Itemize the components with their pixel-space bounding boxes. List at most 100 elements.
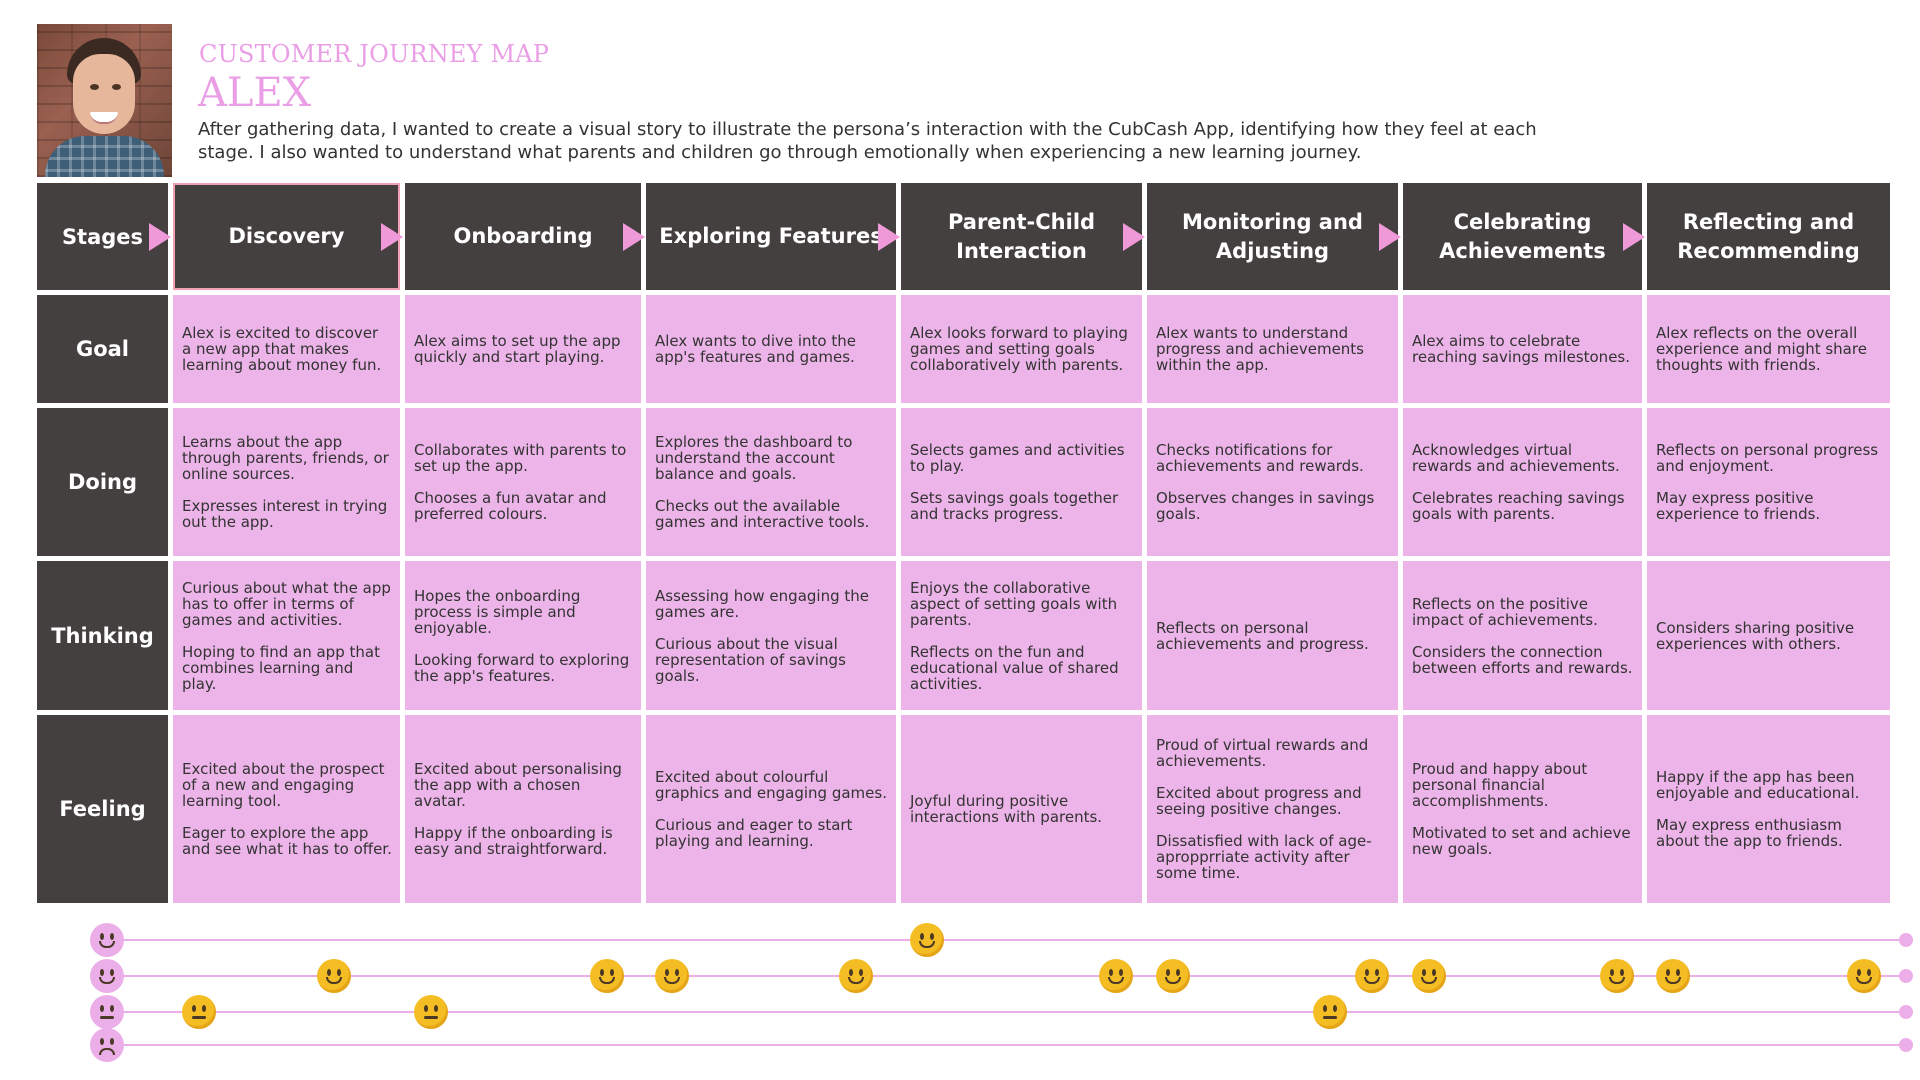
doing-text: Celebrates reaching savings goals with p… [1412, 489, 1625, 523]
emotion-point-neutral-icon [414, 995, 448, 1029]
feeling-text: Motivated to set and achieve new goals. [1412, 824, 1631, 858]
cell-doing: Learns about the app through parents, fr… [173, 408, 400, 556]
cell-feeling: Excited about colourful graphics and eng… [646, 715, 896, 903]
goal-text: Alex wants to dive into the app's featur… [655, 332, 856, 366]
row-label-thinking: Thinking [37, 561, 168, 710]
thinking-text: Reflects on the fun and educational valu… [910, 642, 1119, 693]
cell-feeling: Joyful during positive interactions with… [901, 715, 1142, 903]
cell-thinking: Considers sharing positive experiences w… [1647, 561, 1890, 710]
doing-text: Learns about the app through parents, fr… [182, 433, 389, 483]
goal-text: Alex looks forward to playing games and … [910, 324, 1128, 374]
emotion-point-very-happy-icon [910, 923, 944, 957]
doing-text: Chooses a fun avatar and preferred colou… [414, 489, 607, 523]
cell-goal: Alex reflects on the overall experience … [1647, 295, 1890, 403]
emotion-point-happy-icon [1355, 959, 1389, 993]
cell-goal: Alex aims to set up the app quickly and … [405, 295, 641, 403]
cell-feeling: Proud of virtual rewards and achievement… [1147, 715, 1398, 903]
stage-title: Monitoring and Adjusting [1182, 209, 1363, 263]
cell-feeling: Proud and happy about personal financial… [1403, 715, 1642, 903]
doing-text: Checks notifications for achievements an… [1156, 441, 1364, 475]
thinking-text: Reflects on the positive impact of achie… [1412, 594, 1598, 629]
stage-arrow-icon [381, 223, 403, 251]
intro-text: After gathering data, I wanted to create… [198, 119, 1537, 163]
emotion-line-end [1899, 933, 1913, 947]
emotion-point-happy-icon [1412, 959, 1446, 993]
persona-name: ALEX [198, 70, 312, 116]
doing-text: Collaborates with parents to set up the … [414, 441, 627, 475]
emotion-point-happy-icon [1099, 959, 1133, 993]
feeling-text: Happy if the app has been enjoyable and … [1656, 768, 1860, 802]
feeling-text: Excited about personalising the app with… [414, 760, 622, 810]
cell-doing: Collaborates with parents to set up the … [405, 408, 641, 556]
goal-text: Alex aims to set up the app quickly and … [414, 332, 621, 366]
goal-text: Alex aims to celebrate reaching savings … [1412, 332, 1631, 366]
thinking-text: Reflects on personal achievements and pr… [1156, 618, 1369, 653]
emotion-line-end [1899, 1038, 1913, 1052]
emotion-point-happy-icon [590, 959, 624, 993]
stage-title: Celebrating Achievements [1439, 209, 1606, 263]
cell-thinking: Hopes the onboarding process is simple a… [405, 561, 641, 710]
emotion-line-happy [108, 975, 1906, 977]
emotion-point-happy-icon [1156, 959, 1190, 993]
cell-goal: Alex looks forward to playing games and … [901, 295, 1142, 403]
goal-text: Alex wants to understand progress and ac… [1156, 324, 1365, 374]
emotion-point-happy-icon [317, 959, 351, 993]
row-label-doing: Doing [37, 408, 168, 556]
cell-goal: Alex wants to understand progress and ac… [1147, 295, 1398, 403]
doing-text: Expresses interest in trying out the app… [182, 497, 388, 531]
emotion-point-neutral-icon [1312, 995, 1347, 1029]
thinking-text: Curious about the visual representation … [655, 634, 846, 685]
feeling-text: Excited about colourful graphics and eng… [655, 768, 887, 802]
stage-arrow-icon [1123, 223, 1145, 251]
stage-arrow-icon [878, 223, 900, 251]
stage-header-6: Celebrating Achievements [1403, 183, 1642, 290]
cell-doing: Explores the dashboard to understand the… [646, 408, 896, 556]
stage-arrow-icon [149, 223, 171, 251]
cell-feeling: Excited about personalising the app with… [405, 715, 641, 903]
cell-goal: Alex is excited to discover a new app th… [173, 295, 400, 403]
feeling-text: Dissatisfied with lack of age-apropprria… [1156, 832, 1372, 882]
stage-header-2: Onboarding [405, 183, 641, 290]
stage-header-5: Monitoring and Adjusting [1147, 183, 1398, 290]
feeling-text: Excited about progress and seeing positi… [1156, 784, 1362, 818]
cell-goal: Alex aims to celebrate reaching savings … [1403, 295, 1642, 403]
cell-feeling: Happy if the app has been enjoyable and … [1647, 715, 1890, 903]
goal-text: Alex reflects on the overall experience … [1656, 324, 1867, 374]
cell-thinking: Curious about what the app has to offer … [173, 561, 400, 710]
cell-goal: Alex wants to dive into the app's featur… [646, 295, 896, 403]
doing-text: Checks out the available games and inter… [655, 497, 870, 531]
emotion-line-end [1899, 1005, 1913, 1019]
row-label-stages: Stages [37, 183, 168, 290]
cell-doing: Checks notifications for achievements an… [1147, 408, 1398, 556]
stage-header-7: Reflecting and Recommending [1647, 183, 1890, 290]
doing-text: May express positive experience to frien… [1656, 489, 1821, 523]
emotion-line-very-happy [108, 939, 1906, 941]
row-label-goal: Goal [37, 295, 168, 403]
emotion-point-happy-icon [1847, 959, 1881, 993]
doing-text: Selects games and activities to play. [910, 441, 1125, 475]
feeling-text: Excited about the prospect of a new and … [182, 760, 385, 810]
thinking-text: Considers sharing positive experiences w… [1656, 618, 1855, 653]
stage-header-4: Parent-Child Interaction [901, 183, 1142, 290]
stage-header-1: Discovery [173, 183, 400, 290]
cell-thinking: Assessing how engaging the games are. Cur… [646, 561, 896, 710]
cell-feeling: Excited about the prospect of a new and … [173, 715, 400, 903]
thinking-text: Looking forward to exploring the app's f… [414, 650, 630, 685]
emotion-line-neutral [108, 1011, 1906, 1013]
persona-photo [37, 24, 172, 177]
stage-title: Exploring Features [659, 224, 883, 248]
sad-level-icon [90, 1028, 124, 1062]
feeling-text: Proud and happy about personal financial… [1412, 760, 1588, 810]
stage-title: Reflecting and Recommending [1677, 209, 1860, 263]
stage-header-3: Exploring Features [646, 183, 896, 290]
feeling-text: Curious and eager to start playing and l… [655, 816, 853, 850]
emotion-point-happy-icon [839, 959, 873, 993]
feeling-text: Eager to explore the app and see what it… [182, 824, 392, 858]
emotion-point-happy-icon [1656, 959, 1690, 993]
cell-thinking: Reflects on personal achievements and pr… [1147, 561, 1398, 710]
neutral-level-icon [90, 995, 124, 1029]
cell-thinking: Reflects on the positive impact of achie… [1403, 561, 1642, 710]
stage-title: Parent-Child Interaction [947, 209, 1096, 263]
very-happy-level-icon [90, 923, 124, 957]
row-label-feeling: Feeling [37, 715, 168, 903]
